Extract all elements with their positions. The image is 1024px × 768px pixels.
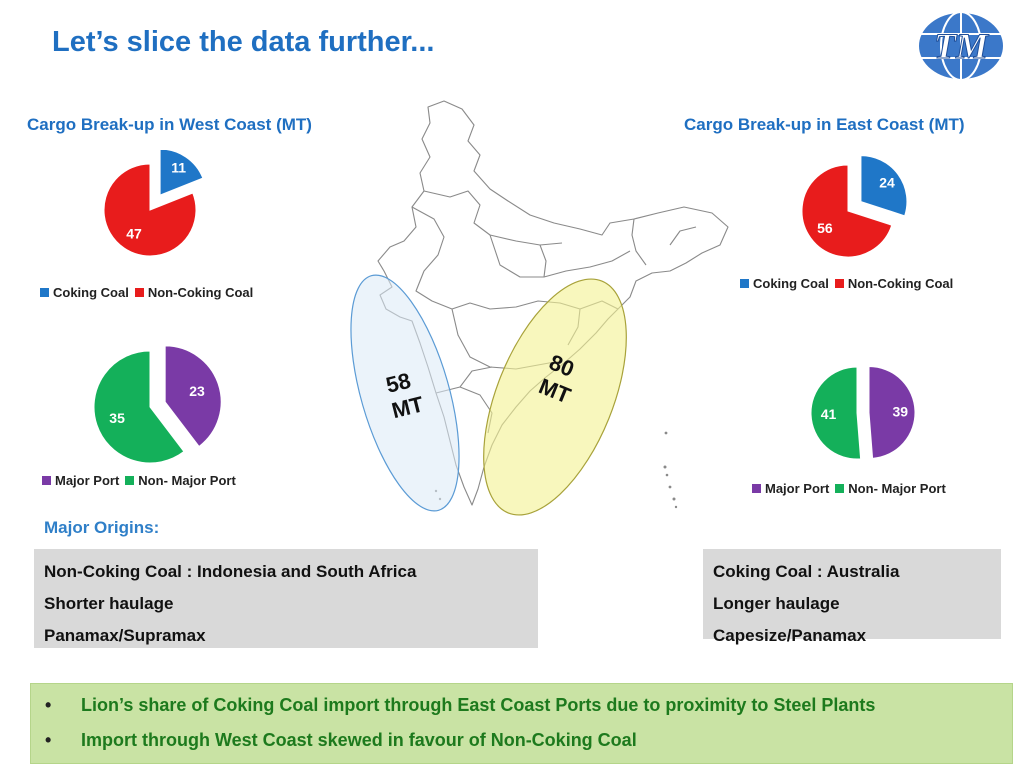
east-chart-title: Cargo Break-up in East Coast (MT) [684,115,965,134]
legend-swatch-coking [740,279,749,288]
origin-line: Longer haulage [713,594,840,613]
origin-box-coking: Coking Coal : Australia Longer haulage C… [703,549,1001,645]
logo-text: TM [934,26,990,66]
west-port-legend: Major Port Non- Major Port [42,473,242,488]
origin-line: Non-Coking Coal : Indonesia and South Af… [44,562,417,581]
legend-label-coking: Coking Coal [53,285,129,300]
legend-swatch-major-port [752,484,761,493]
pie-slice-non-major-port [93,350,185,464]
major-origins-heading: Major Origins: [44,518,160,537]
conclusion-text: Lion’s share of Coking Coal import throu… [81,695,876,715]
legend-item-coking: Coking Coal [40,285,129,300]
pie-slice-coking-coal [159,150,204,196]
pie-data-label-non-major-port: 41 [821,406,837,422]
west-chart-title: Cargo Break-up in West Coast (MT) [27,115,312,134]
slide-title: Let’s slice the data further... [52,26,435,58]
west-coast-ellipse [350,274,460,512]
pie-slice-major-port [868,366,916,459]
globe-logo-icon: TM [917,11,1005,81]
west-port-pie: 23 35 [93,345,222,464]
pie-data-label-coking-coal: 24 [879,175,895,191]
conclusion-text: Import through West Coast skewed in favo… [81,730,637,750]
legend-swatch-coking [40,288,49,297]
west-cargo-legend: Coking Coal Non-Coking Coal [40,285,259,300]
conclusion-bullet: • Import through West Coast skewed in fav… [45,723,998,758]
legend-item-non-coking: Non-Coking Coal [134,285,254,300]
east-port-legend: Major Port Non- Major Port [752,481,952,496]
legend-swatch-non-coking [834,279,844,288]
india-map: 58 MT 80 MT [350,100,729,516]
pie-data-label-coking-coal: 11 [171,160,186,176]
pie-slice-non-major-port [810,366,862,460]
legend-item-non-coking: Non-Coking Coal [834,276,954,291]
bullet-dot-icon: • [45,730,52,750]
pie-slice-coking-coal [860,155,908,217]
legend-item-major-port: Major Port [42,473,119,488]
west-cargo-pie: 11 47 [103,150,204,257]
pie-data-label-major-port: 23 [189,383,205,399]
legend-item-non-major-port: Non- Major Port [125,473,236,488]
east-cargo-pie: 24 56 [801,155,908,258]
legend-swatch-non-coking [134,288,144,297]
origin-line: Coking Coal : Australia [713,562,900,581]
east-cargo-legend: Coking Coal Non-Coking Coal [740,276,959,291]
legend-swatch-non-major-port [835,484,845,493]
origin-line: Shorter haulage [44,594,174,613]
east-coast-ellipse [483,278,627,516]
pie-data-label-non-coking-coal: 47 [126,226,142,242]
origin-line: Capesize/Panamax [713,626,867,645]
legend-label-non-coking: Non-Coking Coal [147,285,254,300]
origin-box-non-coking: Non-Coking Coal : Indonesia and South Af… [34,549,538,648]
legend-label-major-port: Major Port [55,473,120,488]
legend-label-non-major-port: Non- Major Port [848,481,946,496]
legend-label-non-major-port: Non- Major Port [138,473,236,488]
origin-line: Panamax/Supramax [44,626,206,645]
legend-swatch-major-port [42,476,51,485]
pie-data-label-non-coking-coal: 56 [817,220,833,236]
legend-label-coking: Coking Coal [753,276,829,291]
pie-slice-non-coking-coal [103,163,197,257]
legend-item-coking: Coking Coal [740,276,829,291]
legend-item-non-major-port: Non- Major Port [835,481,946,496]
pie-slice-non-coking-coal [801,164,893,258]
legend-swatch-non-major-port [125,476,135,485]
pie-data-label-non-major-port: 35 [109,410,125,426]
conclusion-box: • Lion’s share of Coking Coal import thro… [30,683,1013,764]
pie-data-label-major-port: 39 [892,403,908,419]
east-port-pie: 39 41 [810,366,916,460]
bullet-dot-icon: • [45,695,52,715]
pie-slice-major-port [164,345,222,448]
legend-item-major-port: Major Port [752,481,829,496]
legend-label-non-coking: Non-Coking Coal [847,276,954,291]
conclusion-bullet: • Lion’s share of Coking Coal import thro… [45,688,998,723]
legend-label-major-port: Major Port [765,481,830,496]
west-total-label: 58 MT [383,366,427,423]
